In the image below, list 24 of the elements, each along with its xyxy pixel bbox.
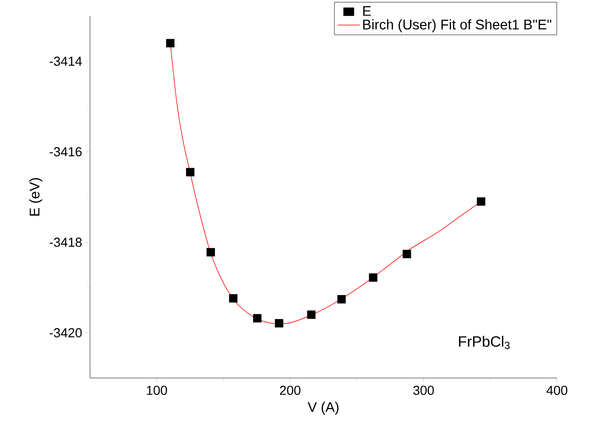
y-tick-label: -3418 <box>50 238 82 247</box>
legend-label: E <box>363 6 371 16</box>
x-tick-label: 300 <box>413 386 434 395</box>
legend-label: Birch (User) Fit of Sheet1 B"E" <box>363 19 552 32</box>
y-tick-label: -3414 <box>50 56 82 66</box>
y-axis-title: E (eV) <box>29 178 42 216</box>
point <box>476 197 486 206</box>
point <box>307 310 316 319</box>
x-axis-title: V (A) <box>308 402 339 415</box>
x-tick-label: 400 <box>546 386 568 395</box>
point <box>337 295 346 304</box>
point <box>253 314 262 322</box>
point <box>206 248 215 256</box>
annotation: FrPbCl$_{3}$ <box>459 336 510 350</box>
x-tick-label: 200 <box>280 386 300 395</box>
point <box>229 294 238 303</box>
point <box>274 319 284 328</box>
x-tick-label: 100 <box>146 386 168 395</box>
y-tick-label: -3416 <box>50 147 82 156</box>
point <box>368 273 378 282</box>
point <box>402 250 412 258</box>
point <box>166 38 175 48</box>
point <box>186 168 194 176</box>
y-tick-label: -3420 <box>50 328 82 338</box>
